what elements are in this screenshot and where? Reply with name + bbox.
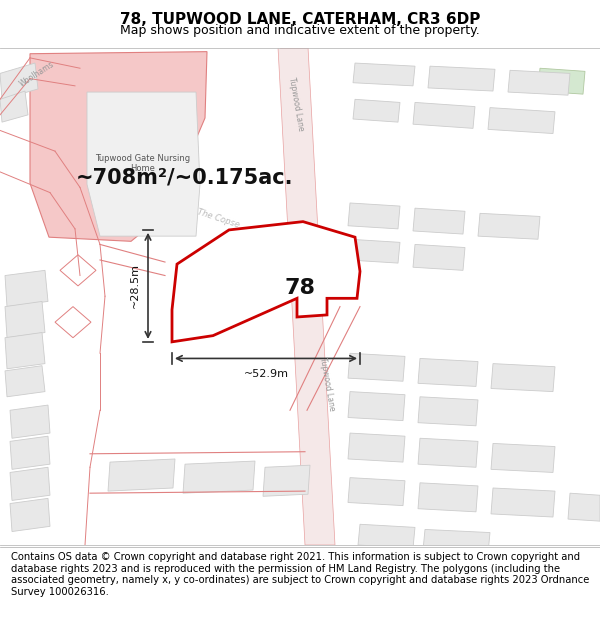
Polygon shape (0, 63, 38, 99)
Text: Map shows position and indicative extent of the property.: Map shows position and indicative extent… (120, 24, 480, 37)
Polygon shape (418, 358, 478, 386)
Polygon shape (87, 92, 200, 236)
Polygon shape (348, 392, 405, 421)
Text: ~52.9m: ~52.9m (244, 369, 289, 379)
Polygon shape (418, 438, 478, 468)
Polygon shape (172, 222, 360, 342)
Polygon shape (348, 478, 405, 506)
Polygon shape (10, 405, 50, 438)
Polygon shape (108, 459, 175, 491)
Polygon shape (428, 66, 495, 91)
Polygon shape (423, 529, 490, 553)
Polygon shape (348, 353, 405, 381)
Polygon shape (491, 443, 555, 472)
Polygon shape (10, 468, 50, 501)
Polygon shape (183, 461, 255, 493)
Polygon shape (278, 48, 335, 545)
Polygon shape (0, 91, 28, 122)
Polygon shape (353, 63, 415, 86)
Polygon shape (508, 70, 570, 95)
Polygon shape (413, 244, 465, 271)
Text: Tupwood Lane: Tupwood Lane (287, 77, 305, 132)
Text: ~708m²/~0.175ac.: ~708m²/~0.175ac. (76, 167, 294, 187)
Polygon shape (478, 213, 540, 239)
Polygon shape (568, 493, 600, 521)
Polygon shape (10, 498, 50, 531)
Polygon shape (5, 332, 45, 369)
Polygon shape (418, 397, 478, 426)
Polygon shape (538, 68, 585, 94)
Polygon shape (5, 301, 45, 338)
Text: Woolhams: Woolhams (18, 60, 56, 89)
Polygon shape (348, 203, 400, 229)
Polygon shape (10, 436, 50, 469)
Polygon shape (413, 208, 465, 234)
Polygon shape (413, 102, 475, 128)
Polygon shape (353, 99, 400, 122)
Polygon shape (358, 524, 415, 548)
Text: ~28.5m: ~28.5m (130, 263, 140, 308)
Polygon shape (491, 364, 555, 392)
Polygon shape (30, 52, 207, 241)
Polygon shape (5, 271, 48, 307)
Text: Tupwood Lane: Tupwood Lane (318, 357, 336, 412)
Polygon shape (348, 239, 400, 263)
Text: 78: 78 (284, 278, 316, 298)
Text: The Copse: The Copse (196, 208, 241, 229)
Polygon shape (263, 465, 310, 496)
Polygon shape (5, 366, 45, 397)
Text: Contains OS data © Crown copyright and database right 2021. This information is : Contains OS data © Crown copyright and d… (11, 552, 589, 597)
Polygon shape (348, 433, 405, 462)
Polygon shape (418, 482, 478, 512)
Polygon shape (488, 107, 555, 134)
Text: 78, TUPWOOD LANE, CATERHAM, CR3 6DP: 78, TUPWOOD LANE, CATERHAM, CR3 6DP (120, 12, 480, 27)
Polygon shape (491, 488, 555, 517)
Text: Tupwood Gate Nursing
Home: Tupwood Gate Nursing Home (95, 154, 191, 173)
